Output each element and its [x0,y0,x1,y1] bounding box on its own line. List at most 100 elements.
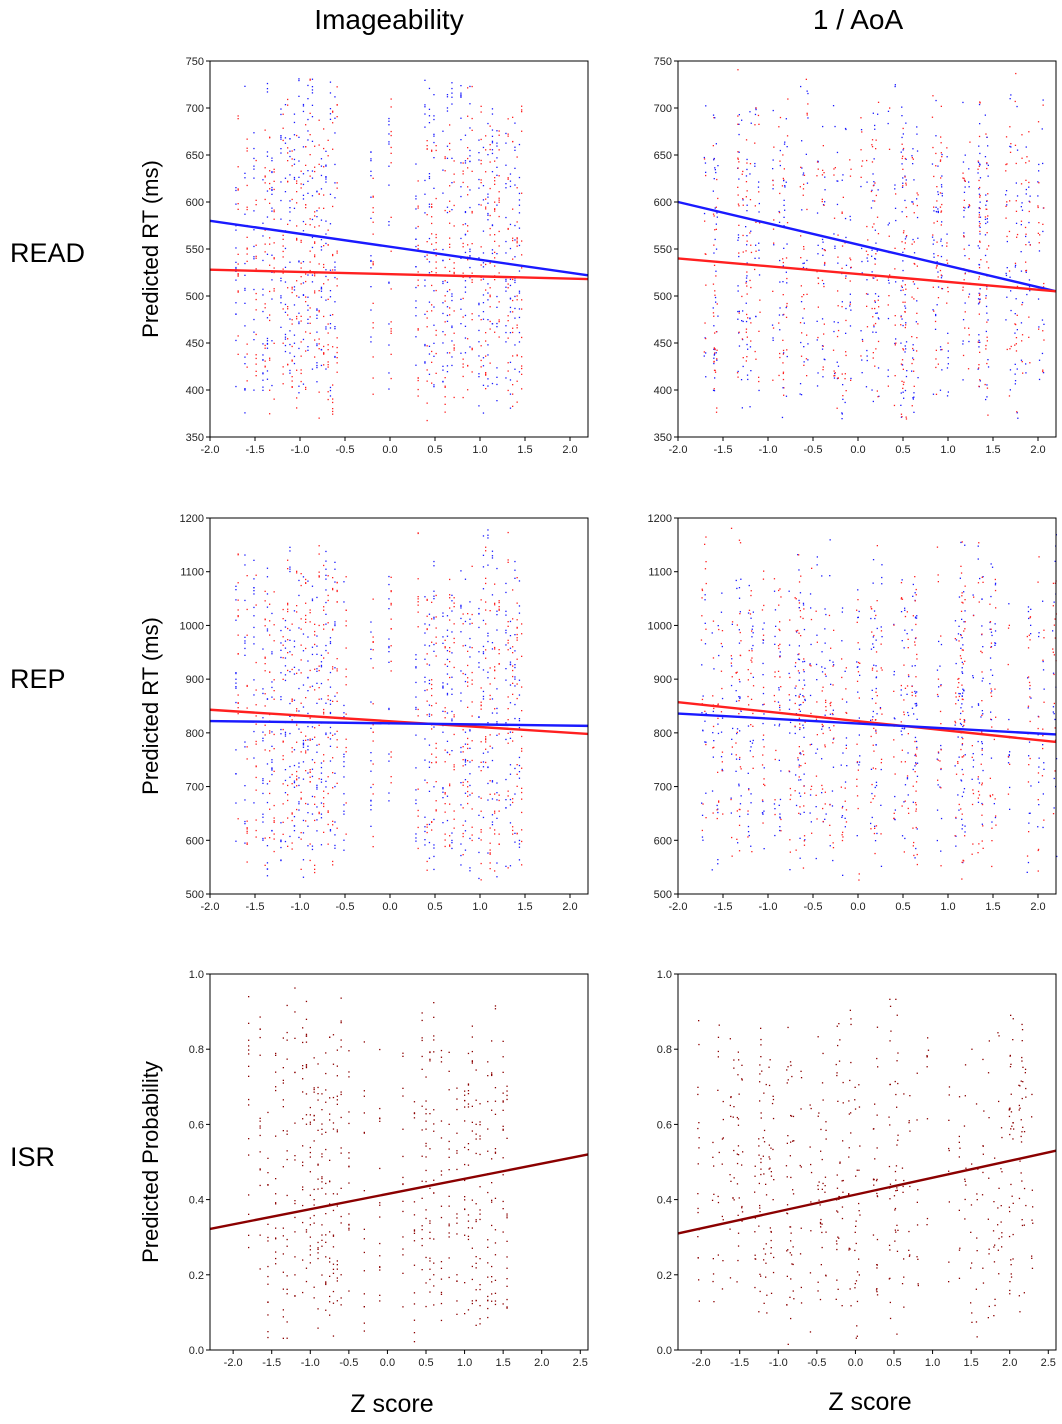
scatter-point [469,155,471,157]
scatter-point [464,644,467,647]
scatter-point [446,650,449,652]
scatter-point [904,351,906,353]
scatter-point [296,237,298,240]
scatter-point [829,834,831,836]
scatter-point [789,851,791,853]
scatter-point [795,804,798,807]
scatter-point [467,795,469,797]
scatter-point [738,332,740,334]
y-tick-label: 800 [186,728,204,740]
scatter-point [431,382,433,384]
scatter-point [433,560,435,563]
scatter-point [388,647,390,649]
scatter-point [300,380,302,383]
scatter-point [763,604,765,607]
scatter-point [273,218,275,220]
scatter-point [287,147,289,149]
scatter-point [786,222,789,224]
scatter-point [1043,768,1045,770]
scatter-point [717,197,719,200]
scatter-point [496,567,498,570]
scatter-point [738,312,740,314]
scatter-point [841,815,844,817]
scatter-point [905,375,908,378]
scatter-point [932,243,934,245]
scatter-point [336,285,338,287]
scatter-point [968,186,970,188]
scatter-point [850,259,852,261]
scatter-point [453,637,455,640]
scatter-point [977,161,980,164]
scatter-point [779,281,781,283]
scatter-point [505,632,507,634]
scatter-point [900,597,903,599]
scatter-point [913,283,916,285]
scatter-point [964,585,966,587]
scatter-point [289,566,291,568]
scatter-point [298,809,300,811]
scatter-point [244,412,246,414]
scatter-point [449,270,451,272]
scatter-point [424,212,426,214]
scatter-point [289,651,291,653]
scatter-points [235,529,523,881]
scatter-point [994,798,996,800]
scatter-point [816,634,818,636]
scatter-point [915,762,917,764]
scatter-point [273,838,275,840]
scatter-point [291,198,293,201]
scatter-point [979,152,981,155]
scatter-point [749,111,751,113]
scatter-point [867,254,869,256]
scatter-point [280,733,282,735]
scatter-point [782,372,784,375]
scatter-point [284,779,287,782]
scatter-point [498,608,500,610]
scatter-point [837,329,840,332]
scatter-point [964,628,966,630]
scatter-point [512,141,514,143]
scatter-point [318,724,320,726]
scatter-point [255,298,257,301]
scatter-point [291,699,293,701]
scatter-point [318,812,320,815]
scatter-point [320,296,323,298]
scatter-point [911,362,913,365]
scatter-point [462,613,464,615]
scatter-point [311,281,314,283]
scatter-point [505,240,507,243]
scatter-point [786,302,788,305]
scatter-point [235,686,237,688]
scatter-point [426,653,428,655]
scatter-point [302,220,305,223]
scatter-point [990,692,992,694]
scatter-point [469,784,471,787]
scatter-point [264,175,266,177]
scatter-point [1020,206,1022,208]
scatter-point [1015,350,1018,352]
scatter-point [521,267,523,269]
scatter-point [968,168,970,170]
scatter-point [802,695,804,697]
scatter-point [446,629,449,631]
scatter-point [282,728,284,731]
scatter-point [857,671,860,673]
scatter-point [1054,727,1056,729]
scatter-point [861,160,864,162]
scatter-point [462,623,464,625]
scatter-point [901,186,904,188]
scatter-point [415,658,417,660]
scatter-point [329,642,332,645]
scatter-point [273,748,275,750]
scatter-point [424,623,426,625]
scatter-point [954,765,956,767]
scatter-point [415,315,417,317]
scatter-point [426,599,428,601]
scatter-point [253,587,255,589]
scatter-point [284,336,287,338]
scatter-point [482,365,485,367]
y-tick-label: 400 [186,385,204,397]
scatter-point [803,773,805,775]
scatter-point [255,292,257,295]
scatter-point [782,362,784,364]
